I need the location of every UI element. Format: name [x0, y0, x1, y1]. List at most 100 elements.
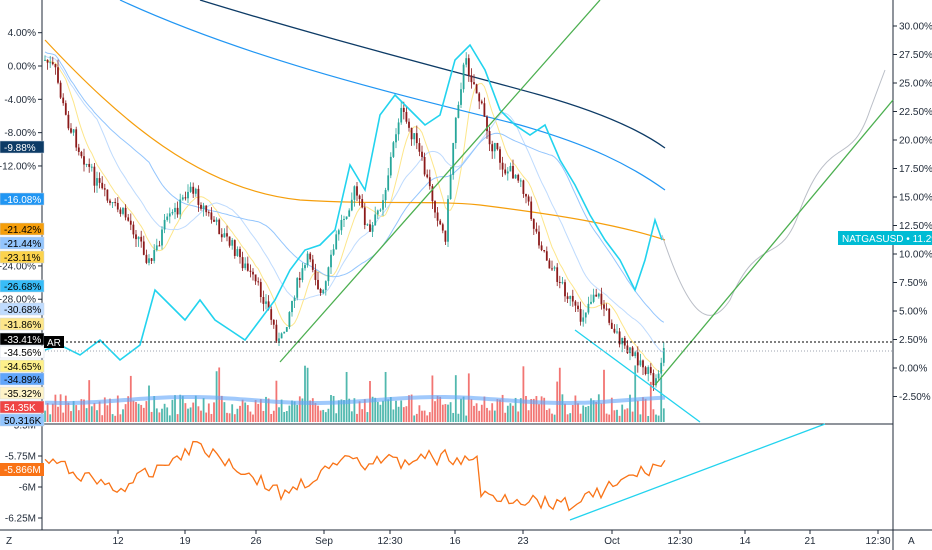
- candle-body[interactable]: [179, 199, 182, 215]
- candle-body[interactable]: [392, 142, 395, 157]
- candle-body[interactable]: [454, 117, 457, 144]
- candle-body[interactable]: [340, 219, 343, 231]
- candle-body[interactable]: [270, 309, 273, 320]
- candle-body[interactable]: [142, 241, 145, 255]
- candle-body[interactable]: [517, 174, 520, 181]
- candle-body[interactable]: [636, 352, 639, 366]
- candle-body[interactable]: [545, 251, 548, 261]
- candle-body[interactable]: [408, 121, 410, 128]
- candle-body[interactable]: [116, 202, 119, 210]
- candle-body[interactable]: [150, 258, 153, 261]
- candle-body[interactable]: [148, 258, 150, 263]
- candle-body[interactable]: [564, 282, 566, 297]
- candle-body[interactable]: [592, 294, 595, 302]
- candle-body[interactable]: [595, 294, 598, 297]
- candle-body[interactable]: [54, 64, 57, 68]
- candle-body[interactable]: [207, 212, 210, 214]
- candle-body[interactable]: [109, 200, 111, 203]
- candle-body[interactable]: [44, 59, 46, 61]
- candle-body[interactable]: [301, 268, 304, 280]
- candle-body[interactable]: [166, 216, 169, 220]
- candle-body[interactable]: [384, 190, 387, 201]
- candle-body[interactable]: [330, 254, 332, 268]
- candle-body[interactable]: [343, 218, 345, 220]
- candle-body[interactable]: [319, 289, 322, 294]
- candle-body[interactable]: [553, 267, 556, 269]
- candle-body[interactable]: [103, 188, 106, 190]
- candle-body[interactable]: [616, 331, 618, 333]
- candle-body[interactable]: [171, 212, 174, 214]
- candle-body[interactable]: [200, 204, 202, 209]
- candle-body[interactable]: [582, 317, 585, 322]
- candle-body[interactable]: [532, 219, 535, 229]
- candle-body[interactable]: [280, 333, 283, 339]
- candle-body[interactable]: [262, 297, 265, 304]
- candle-body[interactable]: [184, 197, 187, 199]
- candle-body[interactable]: [397, 122, 400, 135]
- candle-body[interactable]: [215, 219, 218, 222]
- candle-body[interactable]: [631, 347, 634, 357]
- candle-body[interactable]: [122, 207, 124, 214]
- candle-body[interactable]: [85, 163, 88, 165]
- candle-body[interactable]: [629, 347, 631, 354]
- candle-body[interactable]: [462, 64, 465, 90]
- candle-body[interactable]: [623, 337, 626, 346]
- candle-body[interactable]: [111, 202, 114, 204]
- candle-body[interactable]: [491, 144, 494, 152]
- candle-body[interactable]: [525, 193, 527, 197]
- candle-body[interactable]: [145, 254, 148, 263]
- candle-body[interactable]: [527, 196, 530, 202]
- candle-body[interactable]: [187, 191, 189, 199]
- candle-body[interactable]: [90, 166, 93, 168]
- trend-line-cyan-down[interactable]: [574, 329, 701, 423]
- candle-body[interactable]: [369, 224, 371, 232]
- candle-body[interactable]: [415, 133, 418, 144]
- candle-body[interactable]: [493, 143, 496, 152]
- candle-body[interactable]: [410, 127, 413, 140]
- candle-body[interactable]: [382, 200, 384, 210]
- candle-body[interactable]: [556, 267, 559, 282]
- candle-body[interactable]: [447, 199, 449, 242]
- candle-body[interactable]: [272, 319, 275, 325]
- candle-body[interactable]: [639, 360, 642, 366]
- candle-body[interactable]: [644, 367, 647, 375]
- candle-body[interactable]: [174, 207, 176, 213]
- candle-body[interactable]: [64, 103, 67, 115]
- candle-body[interactable]: [205, 205, 208, 213]
- candle-body[interactable]: [431, 186, 434, 202]
- candle-body[interactable]: [558, 281, 561, 283]
- candle-body[interactable]: [137, 236, 140, 240]
- candle-body[interactable]: [59, 82, 62, 98]
- candle-body[interactable]: [652, 373, 655, 386]
- candle-body[interactable]: [569, 295, 572, 299]
- candle-body[interactable]: [96, 178, 98, 186]
- candle-body[interactable]: [77, 147, 80, 152]
- candle-body[interactable]: [194, 188, 197, 194]
- candle-body[interactable]: [436, 212, 439, 221]
- candle-body[interactable]: [480, 101, 483, 104]
- candle-body[interactable]: [519, 180, 522, 182]
- candle-body[interactable]: [236, 249, 239, 256]
- candle-body[interactable]: [506, 171, 509, 174]
- candle-body[interactable]: [460, 89, 462, 105]
- candle-body[interactable]: [311, 259, 314, 270]
- candle-body[interactable]: [584, 312, 587, 318]
- candle-body[interactable]: [423, 156, 426, 175]
- candle-body[interactable]: [57, 67, 59, 83]
- candle-body[interactable]: [587, 303, 590, 313]
- candle-body[interactable]: [413, 133, 416, 140]
- candle-body[interactable]: [376, 210, 379, 215]
- candle-body[interactable]: [470, 75, 473, 83]
- candle-body[interactable]: [228, 236, 231, 246]
- candle-body[interactable]: [561, 282, 564, 284]
- candle-body[interactable]: [98, 178, 101, 183]
- trend-line-green-up[interactable]: [279, 0, 601, 363]
- candle-body[interactable]: [132, 224, 135, 235]
- candle-body[interactable]: [80, 151, 83, 157]
- candle-body[interactable]: [475, 84, 478, 94]
- candle-body[interactable]: [259, 282, 262, 298]
- candle-body[interactable]: [233, 240, 236, 256]
- time-axis[interactable]: 12 19 26 Sep 12:30 16 23 Oct 12:30 14 21 12:30: [112, 530, 891, 547]
- candle-body[interactable]: [298, 278, 301, 280]
- candle-body[interactable]: [496, 143, 499, 150]
